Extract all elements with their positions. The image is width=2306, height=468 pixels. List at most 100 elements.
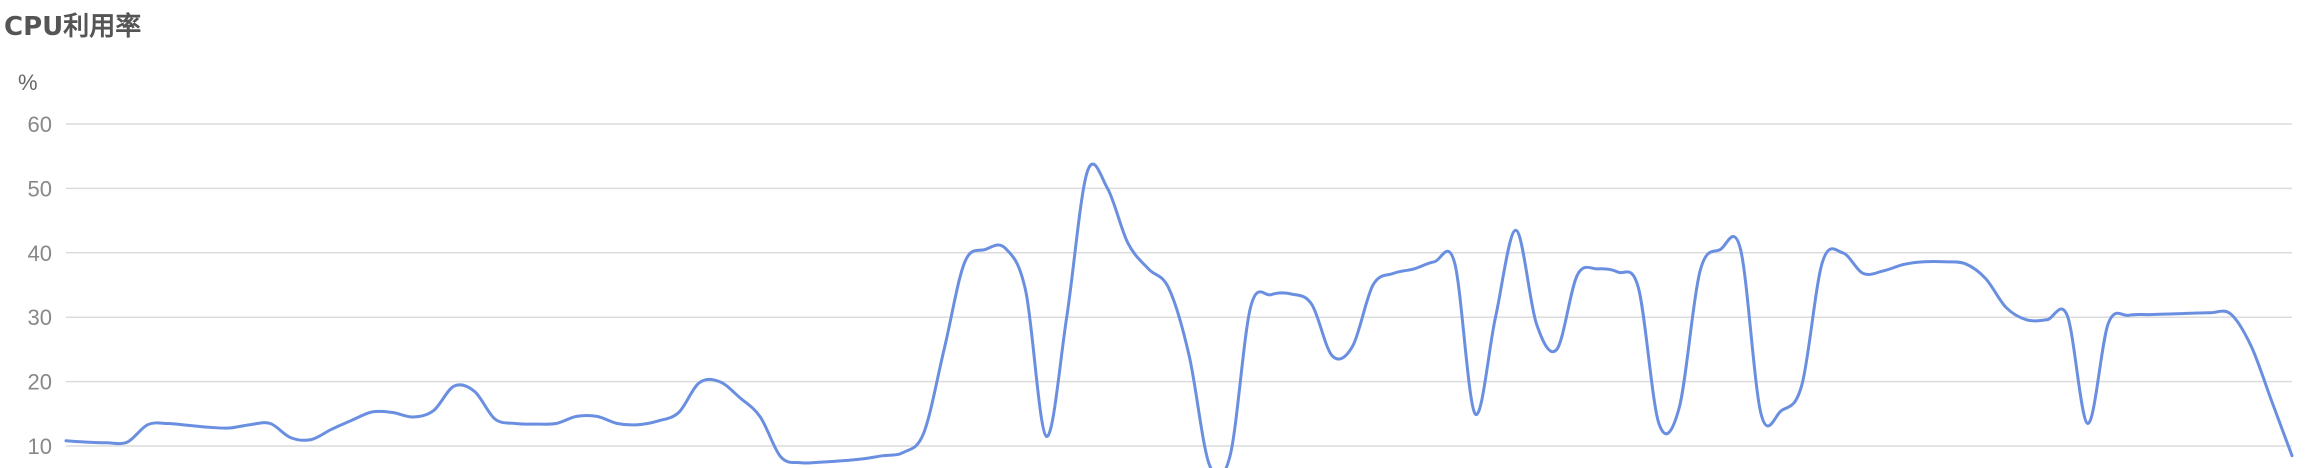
data-point[interactable] — [736, 394, 744, 402]
data-point[interactable] — [2288, 452, 2296, 460]
data-point[interactable] — [185, 421, 193, 429]
data-point[interactable] — [2186, 309, 2194, 317]
data-point[interactable] — [2227, 310, 2235, 318]
data-point[interactable] — [1308, 300, 1316, 308]
data-point[interactable] — [1961, 260, 1969, 268]
data-point[interactable] — [2063, 312, 2071, 320]
data-point[interactable] — [470, 387, 478, 395]
data-point[interactable] — [716, 378, 724, 386]
data-point[interactable] — [2268, 397, 2276, 405]
data-point[interactable] — [1818, 259, 1826, 267]
data-point[interactable] — [1124, 239, 1132, 247]
data-point[interactable] — [491, 415, 499, 423]
data-point[interactable] — [1492, 313, 1500, 321]
data-point[interactable] — [307, 436, 315, 444]
data-point[interactable] — [1022, 287, 1030, 295]
data-point[interactable] — [1900, 260, 1908, 268]
data-point[interactable] — [1737, 246, 1745, 254]
data-point[interactable] — [1532, 320, 1540, 328]
data-point[interactable] — [1349, 342, 1357, 350]
data-point[interactable] — [287, 434, 295, 442]
data-point[interactable] — [2206, 309, 2214, 317]
data-point[interactable] — [1675, 403, 1683, 411]
data-point[interactable] — [1696, 268, 1704, 276]
data-point[interactable] — [1410, 265, 1418, 273]
data-point[interactable] — [613, 420, 621, 428]
data-point[interactable] — [1716, 246, 1724, 254]
data-point[interactable] — [1389, 269, 1397, 277]
data-point[interactable] — [2104, 320, 2112, 328]
data-point[interactable] — [838, 457, 846, 465]
data-point[interactable] — [1165, 284, 1173, 292]
data-point[interactable] — [450, 382, 458, 390]
data-point[interactable] — [266, 420, 274, 428]
data-point[interactable] — [899, 448, 907, 456]
data-point[interactable] — [103, 439, 111, 447]
data-point[interactable] — [675, 409, 683, 417]
data-point[interactable] — [1226, 452, 1234, 460]
data-point[interactable] — [1083, 168, 1091, 176]
data-point[interactable] — [940, 345, 948, 353]
data-point[interactable] — [1920, 258, 1928, 266]
data-point[interactable] — [818, 458, 826, 466]
data-point[interactable] — [144, 421, 152, 429]
data-point[interactable] — [532, 420, 540, 428]
data-point[interactable] — [1430, 258, 1438, 266]
data-point[interactable] — [1798, 381, 1806, 389]
data-point[interactable] — [1839, 249, 1847, 257]
data-point[interactable] — [1880, 267, 1888, 275]
data-point[interactable] — [695, 379, 703, 387]
data-point[interactable] — [1001, 244, 1009, 252]
data-point[interactable] — [879, 452, 887, 460]
data-point[interactable] — [205, 423, 213, 431]
data-point[interactable] — [797, 459, 805, 467]
data-point[interactable] — [859, 455, 867, 463]
data-point[interactable] — [1655, 420, 1663, 428]
data-point[interactable] — [430, 407, 438, 415]
data-point[interactable] — [1287, 290, 1295, 298]
data-point[interactable] — [920, 429, 928, 437]
data-point[interactable] — [1328, 352, 1336, 360]
data-point[interactable] — [123, 438, 131, 446]
data-point[interactable] — [1859, 269, 1867, 277]
data-point[interactable] — [409, 413, 417, 421]
data-point[interactable] — [1185, 352, 1193, 360]
data-point[interactable] — [2125, 311, 2133, 319]
data-point[interactable] — [573, 412, 581, 420]
data-point[interactable] — [756, 413, 764, 421]
data-point[interactable] — [2002, 304, 2010, 312]
data-point[interactable] — [1635, 284, 1643, 292]
data-point[interactable] — [1063, 313, 1071, 321]
data-point[interactable] — [1471, 410, 1479, 418]
data-point[interactable] — [1042, 432, 1050, 440]
data-point[interactable] — [1247, 304, 1255, 312]
data-point[interactable] — [634, 421, 642, 429]
data-point[interactable] — [1777, 407, 1785, 415]
data-point[interactable] — [777, 453, 785, 461]
data-point[interactable] — [62, 437, 70, 445]
data-point[interactable] — [368, 408, 376, 416]
data-point[interactable] — [961, 259, 969, 267]
data-point[interactable] — [981, 246, 989, 254]
data-point[interactable] — [328, 425, 336, 433]
data-point[interactable] — [2043, 316, 2051, 324]
data-point[interactable] — [1451, 259, 1459, 267]
data-point[interactable] — [1573, 271, 1581, 279]
data-point[interactable] — [1614, 268, 1622, 276]
data-point[interactable] — [389, 409, 397, 417]
data-point[interactable] — [1941, 258, 1949, 266]
data-point[interactable] — [82, 438, 90, 446]
data-point[interactable] — [246, 421, 254, 429]
data-point[interactable] — [348, 416, 356, 424]
data-point[interactable] — [1369, 281, 1377, 289]
data-point[interactable] — [1267, 291, 1275, 299]
data-point[interactable] — [1982, 275, 1990, 283]
data-point[interactable] — [593, 412, 601, 420]
data-point[interactable] — [1757, 410, 1765, 418]
data-point[interactable] — [552, 420, 560, 428]
data-point[interactable] — [2023, 316, 2031, 324]
data-point[interactable] — [1104, 184, 1112, 192]
data-point[interactable] — [1512, 226, 1520, 234]
data-point[interactable] — [2145, 311, 2153, 319]
data-point[interactable] — [1553, 345, 1561, 353]
